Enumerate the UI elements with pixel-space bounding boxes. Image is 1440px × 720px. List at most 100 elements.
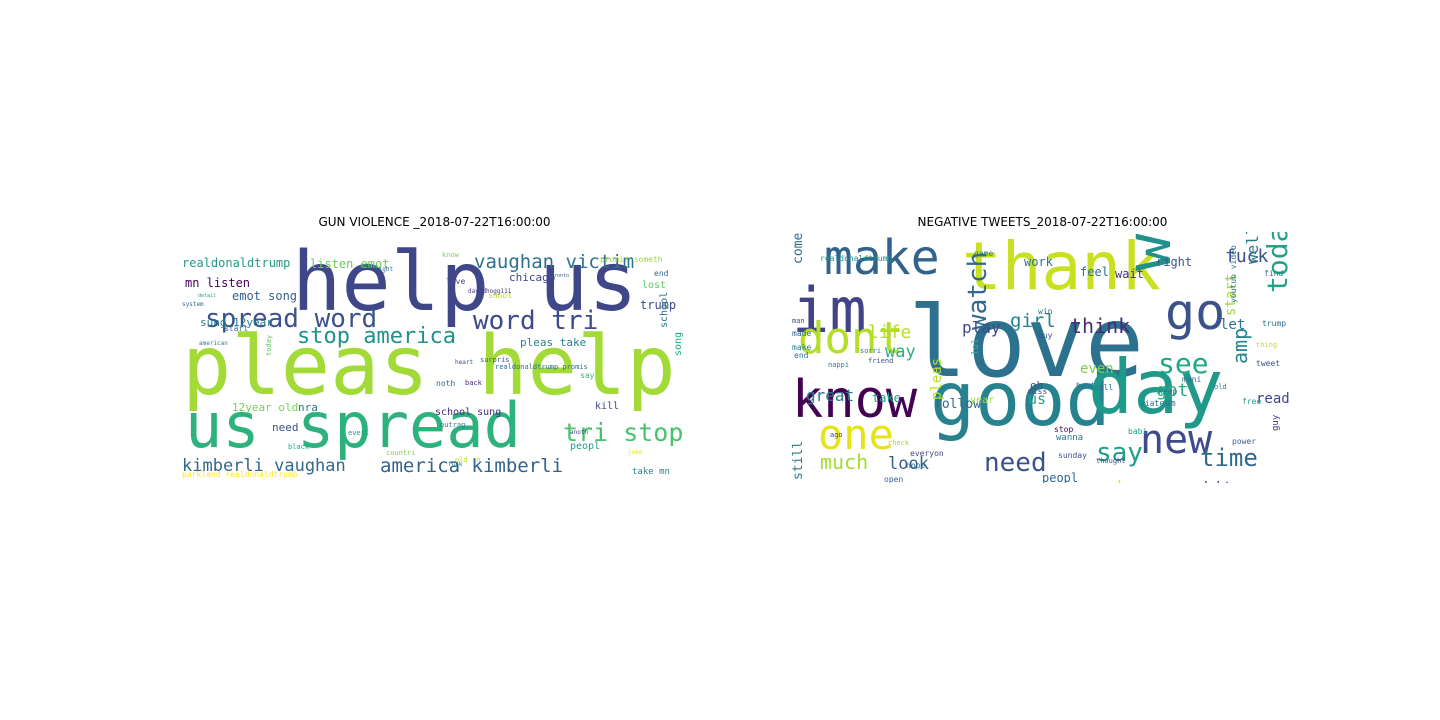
word-cloud-term: pleas help: [182, 319, 676, 414]
word-cloud-term: toronto: [548, 273, 570, 279]
word-cloud-term: 12year old: [232, 401, 299, 414]
word-cloud-term: live: [446, 277, 466, 286]
word-cloud-term: miss: [1028, 387, 1048, 396]
word-cloud-term: open: [884, 475, 904, 484]
word-cloud-term: surpris: [480, 356, 510, 364]
word-cloud-term: say: [1096, 438, 1143, 468]
word-cloud-term: game: [974, 249, 994, 258]
word-cloud-term: thing: [1256, 341, 1278, 349]
word-cloud-term: davidhogg111: [468, 288, 512, 295]
word-cloud-term: win: [1038, 307, 1053, 316]
word-cloud-term: much: [820, 450, 869, 474]
word-cloud: lovegooddaythankmakeimwantgoknowdontonew…: [790, 232, 1295, 483]
word-cloud-term: america kimberli: [380, 455, 564, 477]
word-cloud-term: anoth: [570, 429, 589, 436]
word-cloud-term: stop: [1054, 425, 1074, 434]
word-cloud-term: pleas: [929, 357, 945, 400]
word-cloud: help us pleas help us spread spread word wor…: [180, 232, 689, 483]
word-cloud-term: school: [659, 291, 670, 328]
word-cloud-term: right: [1156, 255, 1193, 269]
word-cloud-term: pleas take: [520, 336, 587, 349]
word-cloud-term: need: [272, 421, 299, 434]
word-cloud-term: way: [885, 342, 916, 362]
word-cloud-term: team: [1154, 399, 1176, 409]
word-cloud-term: day: [1088, 343, 1224, 431]
word-cloud-term: help us: [292, 235, 638, 330]
word-cloud-term: joke: [628, 449, 643, 456]
word-cloud-term: thank: [962, 232, 1161, 305]
word-cloud-term: lost: [642, 280, 667, 291]
word-cloud-term: word tri: [473, 306, 599, 336]
word-cloud-term: look: [888, 454, 929, 474]
word-cloud-term: us spread: [185, 389, 521, 462]
word-cloud-term: trump: [1262, 319, 1287, 328]
word-cloud-term: know: [442, 251, 459, 259]
word-cloud-term: school sung: [435, 407, 502, 418]
word-cloud-term: fuck: [448, 461, 463, 468]
word-cloud-term: man: [792, 317, 805, 325]
word-cloud-term: make: [792, 343, 812, 352]
word-cloud-term: got: [1156, 380, 1189, 401]
word-cloud-term: see: [1158, 347, 1209, 380]
word-cloud-term: time: [1200, 444, 1258, 472]
word-cloud-term: year: [970, 395, 995, 406]
word-cloud-term: countri: [386, 449, 416, 457]
word-cloud-term: youtub video: [1229, 245, 1238, 303]
word-cloud-term: fuck: [1225, 246, 1269, 267]
word-cloud-term: mn listen: [185, 276, 251, 290]
word-cloud-term: tweet: [1256, 359, 1281, 368]
word-cloud-term: old: [1214, 383, 1227, 391]
word-cloud-term: back: [465, 379, 482, 387]
word-cloud-term: song: [673, 331, 684, 356]
word-cloud-term: us: [1028, 390, 1047, 408]
word-cloud-term: emot song: [232, 289, 298, 303]
word-cloud-term: parkland realdonaldtrump: [182, 470, 298, 479]
word-cloud-term: even: [1080, 361, 1114, 377]
word-cloud-term: call: [1094, 383, 1114, 392]
word-cloud-term: follow: [934, 397, 981, 412]
word-cloud-term: heart: [455, 359, 474, 366]
word-cloud-term: check: [888, 439, 910, 447]
word-cloud-term: wanna: [1056, 433, 1084, 443]
word-cloud-term: buy: [1038, 331, 1053, 340]
wordcloud-panel-negative-tweets: NEGATIVE TWEETS_2018-07-22T16:00:00 love…: [790, 212, 1295, 483]
word-cloud-term: listen emot: [310, 257, 390, 271]
word-cloud-term: read: [1256, 391, 1290, 407]
word-cloud-term: babi: [1128, 427, 1148, 436]
word-cloud-term: need: [984, 448, 1047, 478]
word-cloud-term: kill: [595, 401, 620, 412]
wordcloud-panel-gun-violence: GUN VIOLENCE _2018-07-22T16:00:00 help u…: [180, 212, 689, 483]
word-cloud-term: tri stop: [563, 418, 684, 447]
word-cloud-term: victim: [360, 264, 379, 270]
word-cloud-term: feel: [1080, 265, 1109, 279]
word-cloud-term: go: [1165, 283, 1226, 341]
word-cloud-term: take: [872, 391, 901, 405]
word-cloud-term: made: [792, 329, 812, 338]
word-cloud-term: realdonaldtrump: [820, 254, 893, 263]
word-cloud-term: sung 12year: [200, 316, 273, 329]
word-cloud-term: stop america: [297, 324, 456, 349]
word-cloud-term: black: [288, 443, 310, 451]
panel-title: NEGATIVE TWEETS_2018-07-22T16:00:00: [917, 215, 1168, 229]
word-cloud-term: come: [791, 232, 806, 264]
word-cloud-term: realdonaldtrump: [182, 256, 291, 270]
word-cloud-term: take mn: [632, 467, 670, 477]
word-cloud-term: via: [1140, 399, 1155, 408]
word-cloud-term: wait: [1115, 267, 1144, 281]
word-cloud-term: good: [930, 355, 1111, 443]
word-cloud-term: kimberli vaughan: [182, 456, 346, 476]
word-cloud-term: say: [580, 371, 595, 380]
word-cloud-term: guy: [1271, 414, 1281, 431]
word-cloud-term: love: [908, 286, 1145, 400]
word-cloud-term: one: [818, 410, 894, 459]
word-cloud-term: amp: [1228, 327, 1252, 364]
word-cloud-term: realdonaldtrump promis: [495, 363, 588, 371]
word-cloud-term: great: [806, 386, 855, 405]
panel-title: GUN VIOLENCE _2018-07-22T16:00:00: [318, 215, 551, 229]
word-cloud-term: find: [1264, 269, 1284, 278]
word-cloud-term: trump: [640, 298, 677, 312]
word-cloud-term: im: [792, 274, 867, 347]
word-cloud-term: end: [794, 351, 809, 360]
word-cloud-term: outrag: [440, 421, 466, 429]
word-cloud-term: know: [792, 370, 918, 430]
